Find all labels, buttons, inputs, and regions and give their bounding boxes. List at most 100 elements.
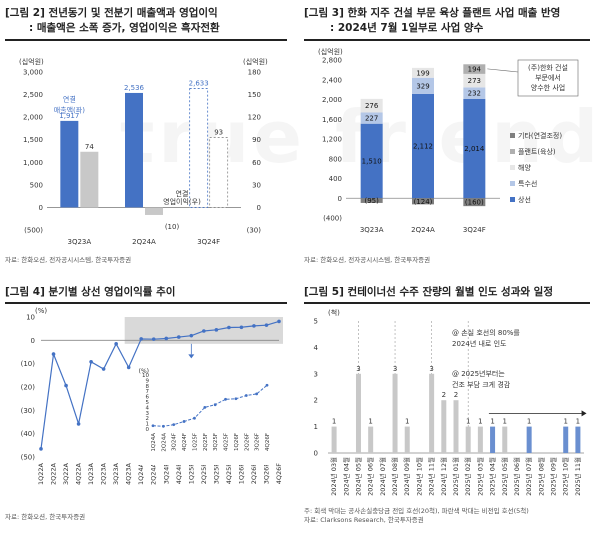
series-point <box>51 352 56 356</box>
bar <box>465 426 471 453</box>
legend-op-profit-line1: 연결 <box>176 189 189 198</box>
y-tick-left: 1,500 <box>23 136 43 144</box>
y-tick: 0 <box>314 450 318 458</box>
x-tick-label: 2025년 09월 <box>549 457 558 496</box>
y-tick: 0 <box>338 195 342 203</box>
series-point <box>189 333 194 338</box>
series-point <box>264 323 269 327</box>
annotation-box <box>517 59 579 97</box>
series-point <box>239 325 244 330</box>
x-tick-label: 1Q26F <box>237 463 245 485</box>
data-label: 3 <box>393 365 397 373</box>
data-label-negative: (160) <box>465 199 484 207</box>
inset-y-tick: 5 <box>146 400 150 406</box>
data-label-revenue: 1,917 <box>59 112 79 120</box>
x-tick-label: 4Q25F <box>225 463 233 485</box>
series-point <box>139 337 144 341</box>
y-tick: (400) <box>323 215 342 223</box>
bar-segment <box>463 98 486 199</box>
figure-3-title-line1: [그림 3] 한화 지주 건설 부문 육상 플랜트 사업 매출 반영 <box>304 7 561 19</box>
annotation-text: 부문에서 <box>535 73 561 82</box>
y-tick: (50) <box>21 454 36 462</box>
inset-y-axis-label: (%) <box>139 368 149 375</box>
y-tick: (20) <box>21 384 36 392</box>
bar-segment-negative <box>360 198 383 203</box>
x-tick-label: 2025년 03월 <box>475 457 484 496</box>
annotation-arrow-head <box>581 410 587 417</box>
data-label: 1 <box>405 418 409 426</box>
bar <box>477 426 483 453</box>
x-tick-label: 2024년 11월 <box>427 457 436 496</box>
bar-segment <box>412 93 434 199</box>
inset-series-point <box>193 416 196 420</box>
x-tick-label: 2024년 10월 <box>414 457 423 496</box>
y-tick-left: 1,000 <box>23 159 43 167</box>
series-point <box>176 335 181 339</box>
data-label: 1 <box>503 418 507 426</box>
legend-label: 해양 <box>518 163 531 172</box>
y-tick: 2 <box>314 397 318 405</box>
inset-series-point <box>213 403 217 407</box>
bar <box>563 426 569 453</box>
data-label-revenue: 2,633 <box>189 80 209 88</box>
legend-swatch <box>510 197 515 202</box>
figure-2-title-rule <box>5 39 287 41</box>
figure-4-chart: (%)100(10)(20)(30)(40)(50)1Q22A 2Q22A 3Q22… <box>21 307 284 485</box>
x-tick-label: 2024년 03월 <box>329 457 338 496</box>
inset-x-tick-label: 1Q26F <box>234 433 240 451</box>
y-tick-right: 180 <box>248 69 261 77</box>
y-tick: 4 <box>314 344 319 352</box>
inset-x-tick-label: 1Q24A <box>151 433 157 452</box>
y-tick: 1,600 <box>322 116 342 124</box>
bar-revenue <box>125 92 143 208</box>
x-tick-label: 1Q22A <box>37 462 45 485</box>
x-tick-label: 2Q24A <box>411 226 435 234</box>
inset-x-tick-label: 4Q26F <box>265 433 271 451</box>
figure-4-title: [그림 4] 분기별 상선 영업이익률 추이 <box>5 286 176 298</box>
inset-x-tick-label: 4Q24F <box>182 433 188 451</box>
y-tick-left: (500) <box>24 227 43 235</box>
bar-revenue <box>60 120 79 208</box>
figure-2-title-line2: : 매출액은 소폭 증가, 영업이익은 흑자전환 <box>29 22 220 34</box>
inset-y-tick: 1 <box>146 422 150 428</box>
y-tick-right: 60 <box>252 159 261 167</box>
data-label: 199 <box>416 69 429 77</box>
y-tick-right: 0 <box>257 204 261 212</box>
x-tick-label: 2Q24A <box>150 462 158 485</box>
y-axis-left-label: (십억원) <box>19 57 44 66</box>
legend-label: 플랜트(육상) <box>518 147 556 156</box>
bar <box>453 400 459 453</box>
bar-segment-negative <box>463 198 486 207</box>
x-tick-label: 2Q25F <box>200 463 208 485</box>
legend-label: 특수선 <box>518 179 537 188</box>
y-tick: (10) <box>21 360 36 368</box>
x-tick-label: 3Q24F <box>463 226 486 234</box>
bar <box>575 426 581 453</box>
bar-segment <box>463 87 486 99</box>
legend-revenue-line1: 연결 <box>63 94 76 103</box>
x-tick-label: 4Q24F <box>175 463 183 485</box>
legend-op-profit-line2: 영업이익(우) <box>163 197 201 206</box>
data-label-op-profit: (10) <box>165 223 180 231</box>
bar-op-profit <box>209 137 229 208</box>
data-label: 1,510 <box>362 157 382 165</box>
y-tick: 400 <box>329 175 342 183</box>
figure-5-title: [그림 5] 컨테이너선 수주 잔량의 월별 인도 성과와 일정 <box>304 286 554 298</box>
legend-swatch <box>510 165 515 170</box>
data-label: 1 <box>478 418 482 426</box>
data-label: 1 <box>490 418 494 426</box>
bar-op-profit <box>80 151 99 208</box>
inset-series-point <box>161 424 165 428</box>
figure-3-title-line2: : 2024년 7월 1일부로 사업 양수 <box>330 22 484 34</box>
x-tick-label: 3Q22A <box>62 462 70 485</box>
x-tick-label: 2025년 02월 <box>463 457 472 496</box>
figure-2: [그림 2] 전년동기 및 전분기 매출액과 영업이익 : 매출액은 소폭 증가… <box>5 6 287 268</box>
bar <box>331 426 337 453</box>
x-tick-label: 2025년 06월 <box>512 457 521 496</box>
series-point <box>76 422 81 426</box>
x-tick-label: 4Q26F <box>275 463 283 485</box>
series-point <box>214 328 219 332</box>
x-tick-label: 3Q23A <box>67 238 91 246</box>
x-tick-label: 2025년 08월 <box>536 457 545 496</box>
data-label: 1 <box>466 418 470 426</box>
